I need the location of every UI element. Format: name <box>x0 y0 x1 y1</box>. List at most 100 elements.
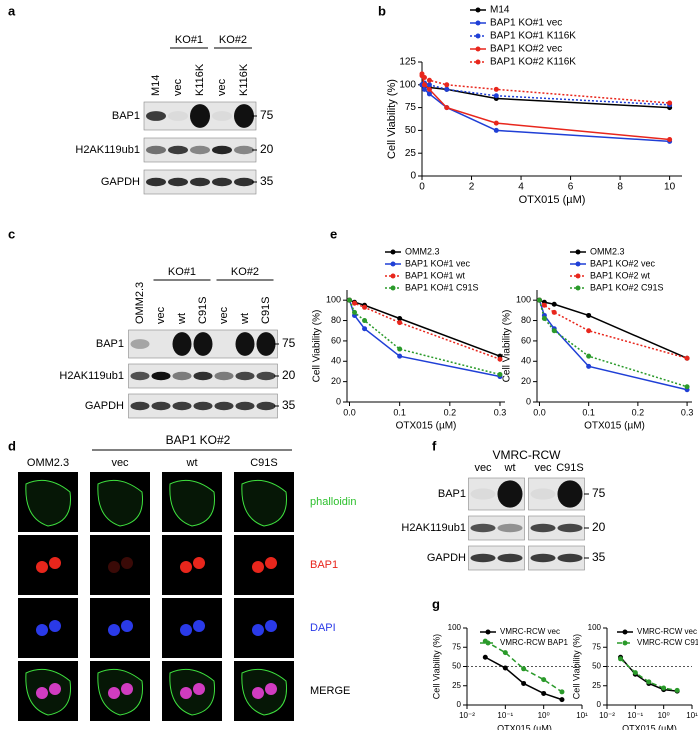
series-line <box>349 299 501 357</box>
lane-label: vec <box>172 78 184 96</box>
micrograph <box>234 535 294 595</box>
data-point <box>551 301 557 307</box>
row-label: BAP1 <box>310 559 338 571</box>
cell-outline <box>241 668 288 716</box>
micrograph <box>234 598 294 658</box>
y-axis-label: Cell Viability (%) <box>386 79 398 159</box>
data-point <box>674 687 680 693</box>
cell-outline <box>241 479 288 527</box>
marker-label: 75 <box>282 336 296 350</box>
blot-band <box>151 401 171 411</box>
blot-band <box>130 401 150 411</box>
legend-marker <box>575 249 581 255</box>
micrograph <box>162 661 222 721</box>
y-axis-label: Cell Viability (%) <box>502 310 513 383</box>
y-tick-label: 75 <box>592 642 601 651</box>
blot-band <box>470 553 496 563</box>
x-tick-label: 0.0 <box>343 407 356 417</box>
cell-outline <box>25 668 72 716</box>
legend-marker <box>575 273 581 279</box>
series-line <box>619 656 678 692</box>
y-tick-label: 100 <box>588 623 602 632</box>
data-point <box>541 677 547 683</box>
y-tick-label: 50 <box>405 125 417 136</box>
blot-band <box>130 371 150 381</box>
data-point <box>559 689 565 695</box>
legend-marker <box>390 273 396 279</box>
data-point <box>586 353 592 359</box>
row-label: GAPDH <box>101 176 140 188</box>
group-label: KO#2 <box>231 266 259 278</box>
data-point <box>493 120 499 126</box>
row-label: BAP1 <box>438 488 466 500</box>
nucleus <box>265 557 277 569</box>
y-tick-label: 20 <box>521 376 531 386</box>
series-line <box>421 84 670 109</box>
y-axis-label: Cell Viability (%) <box>431 634 441 699</box>
data-point <box>541 302 547 308</box>
blot-band <box>234 177 254 187</box>
data-point <box>426 77 432 83</box>
data-point <box>667 137 673 143</box>
blot-band <box>172 332 192 356</box>
x-tick-label: 0.2 <box>444 407 457 417</box>
lane-label: OMM2.3 <box>134 282 146 324</box>
data-point <box>497 356 503 362</box>
series-line <box>539 299 688 359</box>
lane-label: C91S <box>260 296 272 324</box>
panel-letter: e <box>330 226 337 241</box>
legend-marker <box>485 629 491 635</box>
y-axis-label: Cell Viability (%) <box>571 634 581 699</box>
blot-band <box>256 332 276 356</box>
x-tick-label: 10¹ <box>576 711 588 720</box>
micrograph <box>90 661 150 721</box>
series-line <box>421 84 670 143</box>
x-tick-label: 10⁰ <box>658 711 670 720</box>
marker-label: 20 <box>260 142 274 156</box>
data-point <box>559 697 565 703</box>
y-axis-label: Cell Viability (%) <box>312 310 323 383</box>
x-tick-label: 0.1 <box>582 407 595 417</box>
x-axis-label: OTX015 (µM) <box>519 194 586 206</box>
x-tick-label: 10 <box>664 182 676 193</box>
blot-band <box>212 111 232 121</box>
lane-label: wt <box>239 313 251 325</box>
y-tick-label: 75 <box>405 102 417 113</box>
y-tick-label: 100 <box>448 623 462 632</box>
data-point <box>362 304 368 310</box>
lane-label: vec <box>155 306 167 324</box>
micrograph <box>90 598 150 658</box>
marker-label: 20 <box>282 368 296 382</box>
y-tick-label: 0 <box>410 171 416 182</box>
blot-band <box>530 488 556 500</box>
blot-band <box>193 332 213 356</box>
blot-band <box>193 371 213 381</box>
nucleus <box>121 683 133 695</box>
lane-label: wt <box>504 462 516 474</box>
lane-label: K116K <box>238 63 250 96</box>
row-label: H2AK119ub1 <box>401 522 466 534</box>
y-tick-label: 100 <box>516 295 531 305</box>
blot-band <box>214 401 234 411</box>
x-axis-label: OTX015 (µM) <box>622 723 677 730</box>
cell-outline <box>25 479 72 527</box>
data-point <box>618 656 624 662</box>
data-point <box>684 384 690 390</box>
x-tick-label: 10⁰ <box>538 711 550 720</box>
row-label: BAP1 <box>96 338 124 350</box>
y-tick-label: 0 <box>526 396 531 406</box>
y-tick-label: 20 <box>331 376 341 386</box>
row-label: DAPI <box>310 622 336 634</box>
data-point <box>419 71 425 77</box>
micrograph <box>162 535 222 595</box>
series-line <box>538 299 688 359</box>
y-tick-label: 0 <box>597 700 602 709</box>
x-tick-label: 10⁻² <box>599 711 615 720</box>
y-tick-label: 80 <box>521 315 531 325</box>
nucleus <box>193 620 205 632</box>
legend-marker <box>390 261 396 267</box>
x-tick-label: 6 <box>568 182 574 193</box>
micrograph <box>18 598 78 658</box>
